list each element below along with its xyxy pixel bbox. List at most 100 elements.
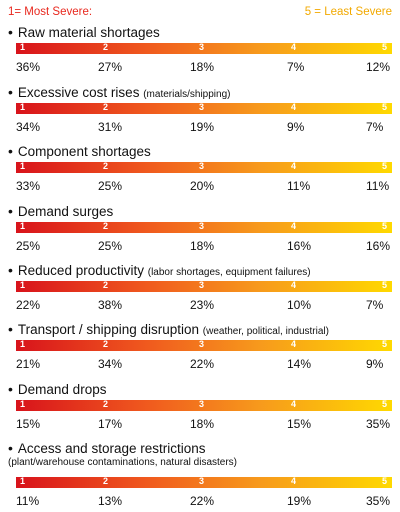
- percentage-value: 33%: [16, 179, 41, 193]
- scale-number: 5: [382, 221, 388, 231]
- category-title: • Demand drops: [8, 381, 106, 397]
- percentage-value: 25%: [16, 239, 41, 253]
- category-label: Access and storage restrictions: [17, 441, 206, 456]
- severity-scale-bar: 1 2 3 4 5: [16, 280, 392, 292]
- scale-number: 5: [382, 42, 388, 52]
- category-title: • Excessive cost rises (materials/shippin…: [8, 84, 230, 100]
- scale-number: 4: [291, 161, 297, 171]
- scale-number: 4: [291, 221, 297, 231]
- scale-number: 3: [199, 399, 205, 409]
- percentage-value: 34%: [98, 357, 123, 371]
- scale-number: 3: [199, 280, 205, 290]
- scale-number: 1: [20, 42, 26, 52]
- percentage-value: 10%: [287, 298, 312, 312]
- scale-number: 4: [291, 42, 297, 52]
- category-label: Component shortages: [17, 144, 151, 159]
- scale-number: 1: [20, 161, 26, 171]
- category-note: (labor shortages, equipment failures): [147, 267, 311, 278]
- scale-number: 1: [20, 102, 26, 112]
- scale-number: 5: [382, 399, 388, 409]
- percentage-value: 35%: [366, 417, 391, 431]
- percentage-value: 22%: [16, 298, 41, 312]
- percentage-value: 16%: [366, 239, 391, 253]
- scale-number: 2: [103, 221, 109, 231]
- percentage-value: 27%: [98, 60, 123, 74]
- scale-number: 4: [291, 339, 297, 349]
- bullet-icon: •: [8, 381, 13, 397]
- scale-number: 5: [382, 280, 388, 290]
- percentage-value: 16%: [287, 239, 312, 253]
- percentage-value: 25%: [98, 239, 123, 253]
- percentage-value: 19%: [287, 494, 312, 508]
- category-note: (weather, political, industrial): [202, 326, 329, 337]
- percentage-value: 11%: [366, 179, 390, 193]
- scale-number: 2: [103, 42, 109, 52]
- category-label: Demand surges: [17, 204, 114, 219]
- scale-number: 4: [291, 399, 297, 409]
- percentage-value: 14%: [287, 357, 312, 371]
- scale-number: 3: [199, 476, 205, 486]
- percentage-value: 11%: [287, 179, 311, 193]
- category-label: Raw material shortages: [17, 25, 160, 40]
- scale-number: 4: [291, 102, 297, 112]
- scale-number: 5: [382, 476, 388, 486]
- severity-scale-bar: 1 2 3 4 5: [16, 161, 392, 173]
- severity-scale-bar: 1 2 3 4 5: [16, 399, 392, 411]
- percentage-value: 34%: [16, 120, 41, 134]
- scale-number: 1: [20, 221, 26, 231]
- percentage-value: 18%: [190, 417, 215, 431]
- category-title: • Component shortages: [8, 143, 151, 159]
- percentage-value: 7%: [366, 298, 384, 312]
- percentage-value: 18%: [190, 239, 215, 253]
- percentage-value: 25%: [98, 179, 123, 193]
- percentage-value: 7%: [366, 120, 384, 134]
- category-title: • Reduced productivity (labor shortages, …: [8, 262, 311, 278]
- percentage-value: 31%: [98, 120, 123, 134]
- scale-number: 3: [199, 102, 205, 112]
- scale-number: 2: [103, 476, 109, 486]
- percentage-value: 9%: [366, 357, 384, 371]
- scale-number: 2: [103, 102, 109, 112]
- percentage-value: 9%: [287, 120, 305, 134]
- category-title: • Raw material shortages: [8, 24, 160, 40]
- severity-scale-bar: 1 2 3 4 5: [16, 42, 392, 54]
- percentage-value: 17%: [98, 417, 123, 431]
- category-label: Excessive cost rises: [17, 85, 140, 100]
- percentage-value: 15%: [287, 417, 312, 431]
- severity-scale-bar: 1 2 3 4 5: [16, 221, 392, 233]
- category-title: • Transport / shipping disruption (weathe…: [8, 321, 329, 337]
- percentage-value: 18%: [190, 60, 215, 74]
- percentage-value: 21%: [16, 357, 41, 371]
- scale-number: 1: [20, 476, 26, 486]
- percentage-value: 13%: [98, 494, 123, 508]
- bullet-icon: •: [8, 203, 13, 219]
- scale-number: 1: [20, 399, 26, 409]
- percentage-value: 15%: [16, 417, 41, 431]
- bullet-icon: •: [8, 84, 13, 100]
- scale-number: 1: [20, 280, 26, 290]
- legend-most-severe: 1= Most Severe:: [8, 6, 93, 18]
- severity-scale-bar: 1 2 3 4 5: [16, 102, 392, 114]
- percentage-value: 36%: [16, 60, 41, 74]
- scale-number: 4: [291, 280, 297, 290]
- category-title: • Access and storage restrictions: [8, 440, 206, 456]
- legend-least-severe: 5 = Least Severe: [304, 6, 392, 18]
- bullet-icon: •: [8, 321, 13, 337]
- scale-number: 1: [20, 339, 26, 349]
- bullet-icon: •: [8, 24, 13, 40]
- bullet-icon: •: [8, 440, 13, 456]
- category-label: Transport / shipping disruption: [17, 322, 200, 337]
- scale-number: 3: [199, 221, 205, 231]
- percentage-value: 23%: [190, 298, 215, 312]
- scale-number: 5: [382, 102, 388, 112]
- percentage-value: 22%: [190, 357, 215, 371]
- category-title: • Demand surges: [8, 203, 113, 219]
- category-label: Reduced productivity: [17, 263, 144, 278]
- scale-number: 2: [103, 399, 109, 409]
- scale-number: 3: [199, 42, 205, 52]
- scale-number: 4: [291, 476, 297, 486]
- scale-number: 2: [103, 339, 109, 349]
- severity-scale-bar: 1 2 3 4 5: [16, 339, 392, 351]
- scale-number: 3: [199, 161, 205, 171]
